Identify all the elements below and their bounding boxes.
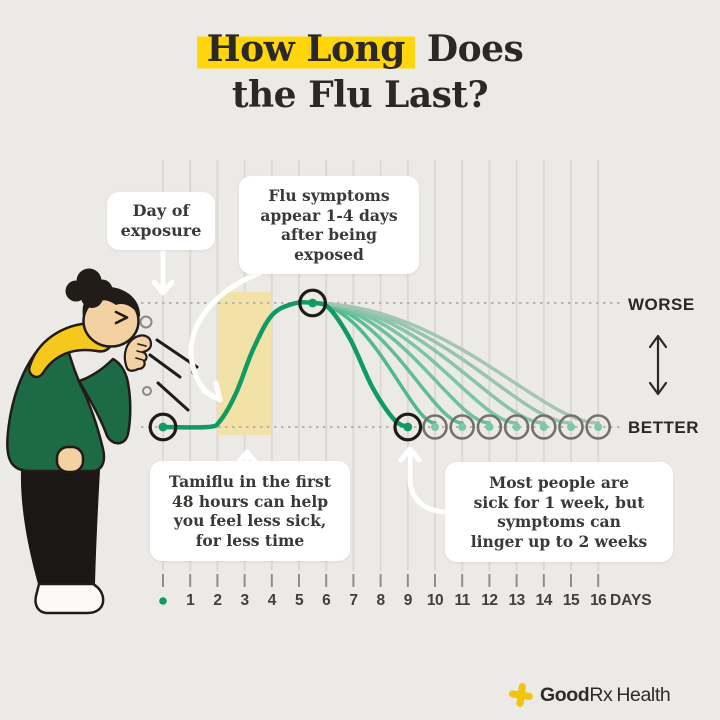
callout-text-line: appear 1-4 days	[260, 205, 398, 225]
better-label: BETTER	[628, 418, 699, 437]
callout-sick-duration: Most people are sick for 1 week, but sym…	[445, 462, 673, 562]
callout-text-line: exposure	[120, 221, 202, 240]
end-dot-day-13	[512, 423, 521, 431]
typical-flu-curve	[160, 300, 411, 430]
title-highlight: How Long	[196, 27, 415, 71]
hanging-hand	[55, 445, 85, 474]
callout-text-line: Tamiflu in the first	[169, 472, 331, 491]
pants	[20, 470, 100, 584]
recovery-marker-ring	[393, 412, 423, 442]
exposure-marker-dot	[158, 422, 168, 432]
callout-symptom-onset: Flu symptoms appear 1-4 days after being…	[239, 176, 419, 274]
end-ring-day-13	[503, 414, 530, 440]
callout-text-line: you feel less sick,	[173, 511, 327, 530]
end-dot-day-15	[567, 423, 575, 431]
callout-text-line: linger up to 2 weeks	[470, 531, 648, 551]
peak-marker-dot	[308, 298, 317, 308]
exposure-day-dot	[159, 597, 167, 605]
end-dot-day-14	[539, 423, 548, 431]
particle-circle	[139, 315, 153, 329]
end-ring-day-11	[449, 414, 476, 440]
sick-person-illustration	[6, 268, 153, 615]
arrow-head-down	[648, 381, 668, 396]
page-title: How Long Does the Flu Last?	[0, 26, 720, 118]
shoe	[34, 582, 105, 615]
end-ring-day-12	[476, 414, 503, 440]
end-dot-day-11	[458, 423, 467, 431]
exposure-marker-ring	[148, 412, 178, 442]
goodrx-cross-icon	[509, 683, 533, 707]
callout-text-line: Most people are	[489, 473, 629, 492]
lingering-symptom-curves	[310, 301, 600, 425]
recovery-marker-dot	[403, 422, 413, 432]
callout-tamiflu: Tamiflu in the first 48 hours can help y…	[150, 461, 350, 561]
goodrx-health-logo: GoodRx Health	[508, 681, 671, 709]
logo-health: Health	[616, 683, 671, 706]
axis-ticks	[159, 574, 600, 605]
end-ring-day-14	[530, 414, 557, 440]
callout-text-line: exposed	[294, 244, 364, 264]
days-unit-label: DAYS	[610, 592, 652, 609]
annotation-arrows	[151, 249, 448, 515]
particle-circle	[142, 386, 152, 396]
cough-line	[156, 381, 190, 412]
finger-lines	[135, 343, 147, 361]
exposure-arrow	[151, 249, 175, 296]
worse-better-arrow	[648, 334, 668, 396]
hair-bun	[81, 286, 103, 308]
duration-curved-arrow	[398, 446, 448, 515]
closed-eye	[114, 310, 129, 325]
end-dot-day-16	[594, 423, 603, 431]
day-marker-circles	[148, 288, 612, 442]
end-ring-day-15	[558, 414, 584, 440]
linger-curve-day-14	[310, 301, 546, 425]
raised-arm	[77, 357, 132, 445]
end-ring-day-10	[422, 414, 448, 440]
symptoms-curved-arrow	[188, 269, 265, 403]
callout-day-of-exposure: Day of exposure	[107, 192, 215, 250]
callout-text-line: Day of	[132, 201, 190, 220]
end-dot-day-12	[485, 423, 494, 431]
title-line-1: How Long Does	[0, 26, 720, 72]
callout-text-line: sick for 1 week, but	[473, 492, 645, 512]
end-dot-day-10	[431, 423, 439, 431]
linger-curve-day-16	[310, 301, 600, 425]
callout-text-line: after being	[281, 225, 377, 244]
logo-wordmark: GoodRx Health	[540, 683, 671, 707]
callout-text-line: Flu symptoms	[268, 186, 390, 205]
callout-text-line: for less time	[195, 530, 305, 550]
cough-line	[148, 353, 182, 379]
title-line-2: the Flu Last?	[231, 74, 489, 116]
cough-particles	[139, 315, 199, 412]
end-ring-day-16	[585, 414, 612, 440]
peak-marker-ring	[298, 288, 328, 318]
callout-text-line: symptoms can	[497, 512, 621, 531]
arrow-head-up	[648, 334, 668, 349]
callout-text-line: 48 hours can help	[171, 491, 329, 511]
title-rest: Does	[414, 28, 524, 70]
logo-rx: Rx	[589, 683, 613, 706]
worse-label: WORSE	[628, 295, 695, 314]
logo-good: Good	[540, 683, 590, 706]
